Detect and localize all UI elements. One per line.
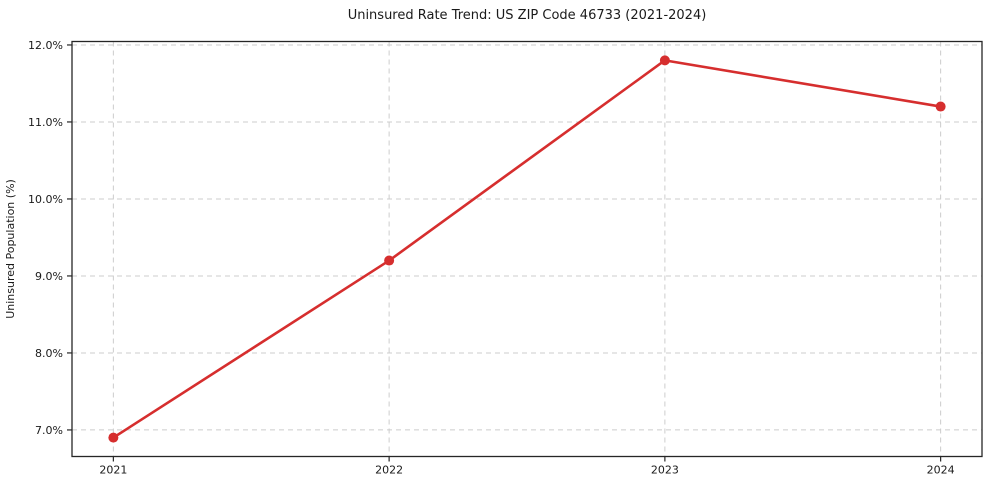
trend-line	[112, 59, 942, 439]
y-tick-label: 11.0%	[28, 116, 63, 129]
x-tick-label: 2022	[375, 464, 403, 477]
chart-title: Uninsured Rate Trend: US ZIP Code 46733 …	[347, 8, 707, 23]
x-tick-label: 2023	[651, 464, 679, 477]
x-tick-label: 2021	[99, 464, 127, 477]
data-point-marker	[935, 101, 946, 112]
y-tick-label: 12.0%	[28, 39, 63, 52]
plot-area: 7.0% 8.0% 9.0% 10.0% 11.0% 12.0% 2021 2022 2023 2…	[28, 39, 983, 477]
x-tick-label: 2024	[927, 464, 955, 477]
y-tick-label: 8.0%	[35, 347, 63, 360]
data-point-marker	[384, 255, 395, 266]
plot-border	[71, 40, 983, 458]
data-point-marker	[659, 55, 670, 66]
data-point-marker	[108, 432, 119, 443]
y-axis-label: Uninsured Population (%)	[4, 179, 17, 319]
y-tick-label: 10.0%	[28, 193, 63, 206]
y-tick-label: 9.0%	[35, 270, 63, 283]
y-tick-label: 7.0%	[35, 424, 63, 437]
